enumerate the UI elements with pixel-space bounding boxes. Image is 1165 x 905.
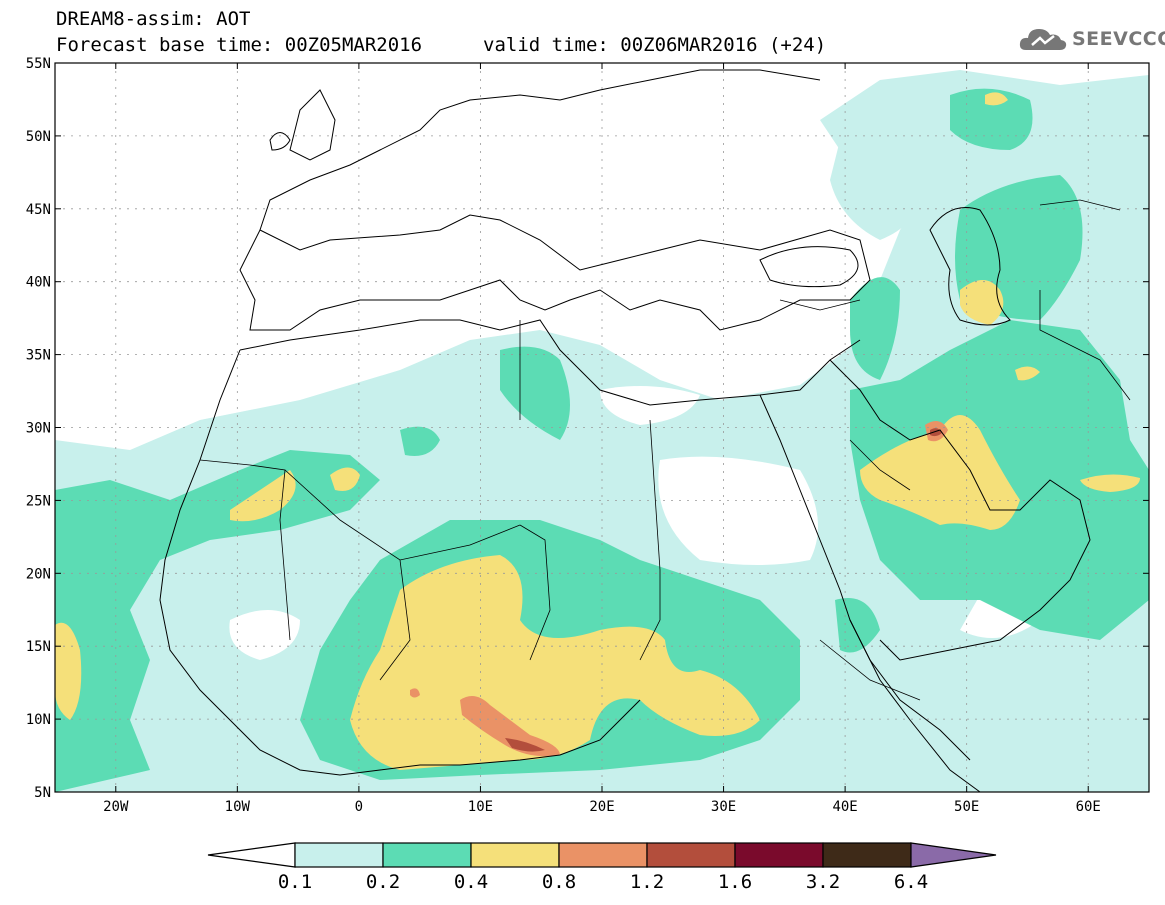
coastline-arabia bbox=[829, 359, 1091, 661]
coastline-west-africa bbox=[159, 349, 641, 776]
lat-label: 25N bbox=[26, 493, 51, 509]
lon-label: 10E bbox=[468, 799, 493, 815]
colorbar-label: 0.2 bbox=[366, 871, 400, 893]
colorbar-label: 1.6 bbox=[718, 871, 752, 893]
border-saudi bbox=[849, 439, 911, 491]
colorbar-swatch bbox=[382, 842, 472, 868]
aot-clear-areas bbox=[229, 386, 1040, 660]
colorbar-swatch bbox=[646, 842, 736, 868]
lat-label: 45N bbox=[26, 202, 51, 218]
colorbar-label: 0.1 bbox=[278, 871, 312, 893]
coastline-caspian bbox=[929, 207, 1011, 326]
colorbar-arrow-low bbox=[207, 842, 296, 868]
seevccc-logo: SEEVCCC bbox=[1018, 24, 1165, 54]
aot-band-0.4 bbox=[55, 92, 1140, 770]
border-sudan bbox=[639, 419, 661, 661]
lon-label: 0 bbox=[355, 799, 363, 815]
border-russia bbox=[1039, 199, 1121, 211]
lat-label: 15N bbox=[26, 639, 51, 655]
border-turkey-syria bbox=[779, 299, 861, 311]
border-ethiopia bbox=[819, 639, 921, 701]
coastline-east-africa bbox=[849, 619, 981, 793]
colorbar-swatch bbox=[558, 842, 648, 868]
lat-label: 20N bbox=[26, 566, 51, 582]
lat-label: 40N bbox=[26, 275, 51, 291]
lat-label: 5N bbox=[34, 785, 51, 801]
border-niger bbox=[379, 559, 411, 681]
axis-ticks: 55N 50N 45N 40N 35N 30N 25N 20N 15N 10N 5N 20W 10W 0 1… bbox=[26, 56, 1149, 815]
lat-label: 55N bbox=[26, 56, 51, 72]
lon-label: 20W bbox=[103, 799, 129, 815]
base-time: Forecast base time: 00Z05MAR2016 bbox=[56, 34, 423, 56]
lon-label: 40E bbox=[832, 799, 857, 815]
colorbar-swatch bbox=[822, 842, 912, 868]
colorbar-label: 6.4 bbox=[894, 871, 928, 893]
colorbar-label: 1.2 bbox=[630, 871, 664, 893]
model-title: DREAM8-assim: AOT bbox=[56, 8, 251, 30]
lat-label: 10N bbox=[26, 712, 51, 728]
colorbar-label: 3.2 bbox=[806, 871, 840, 893]
country-borders bbox=[199, 199, 1131, 701]
border-iran bbox=[1039, 290, 1131, 401]
lat-label: 30N bbox=[26, 421, 51, 437]
colorbar-label: 0.4 bbox=[454, 871, 488, 893]
coastlines bbox=[159, 69, 1091, 793]
lon-label: 10W bbox=[225, 799, 251, 815]
lat-label: 35N bbox=[26, 348, 51, 364]
colorbar-arrow-high bbox=[910, 842, 997, 868]
colorbar-label: 0.8 bbox=[542, 871, 576, 893]
coastline-north-europe bbox=[259, 69, 821, 231]
logo-text: SEEVCCC bbox=[1072, 28, 1165, 50]
grid-lines bbox=[55, 63, 1149, 792]
lon-label: 20E bbox=[589, 799, 614, 815]
lon-label: 30E bbox=[711, 799, 736, 815]
coastline-north-africa bbox=[239, 319, 861, 406]
coastline-red-sea bbox=[759, 394, 971, 761]
aot-colorbar: 0.1 0.2 0.4 0.8 1.2 1.6 3.2 6.4 bbox=[207, 842, 997, 893]
coastline-black-sea bbox=[759, 246, 859, 288]
lat-label: 50N bbox=[26, 129, 51, 145]
lon-label: 50E bbox=[954, 799, 979, 815]
cloud-icon bbox=[1019, 29, 1067, 50]
coastline-uk bbox=[289, 89, 336, 161]
colorbar-swatch bbox=[734, 842, 824, 868]
aot-band-0.8 bbox=[410, 421, 948, 757]
coastline-ireland bbox=[269, 132, 291, 151]
colorbar-swatch bbox=[294, 842, 384, 868]
valid-time: valid time: 00Z06MAR2016 (+24) bbox=[483, 34, 827, 56]
lon-label: 60E bbox=[1076, 799, 1101, 815]
colorbar-swatch bbox=[470, 842, 560, 868]
coastline-europe bbox=[239, 214, 871, 331]
border-chad bbox=[519, 524, 551, 661]
